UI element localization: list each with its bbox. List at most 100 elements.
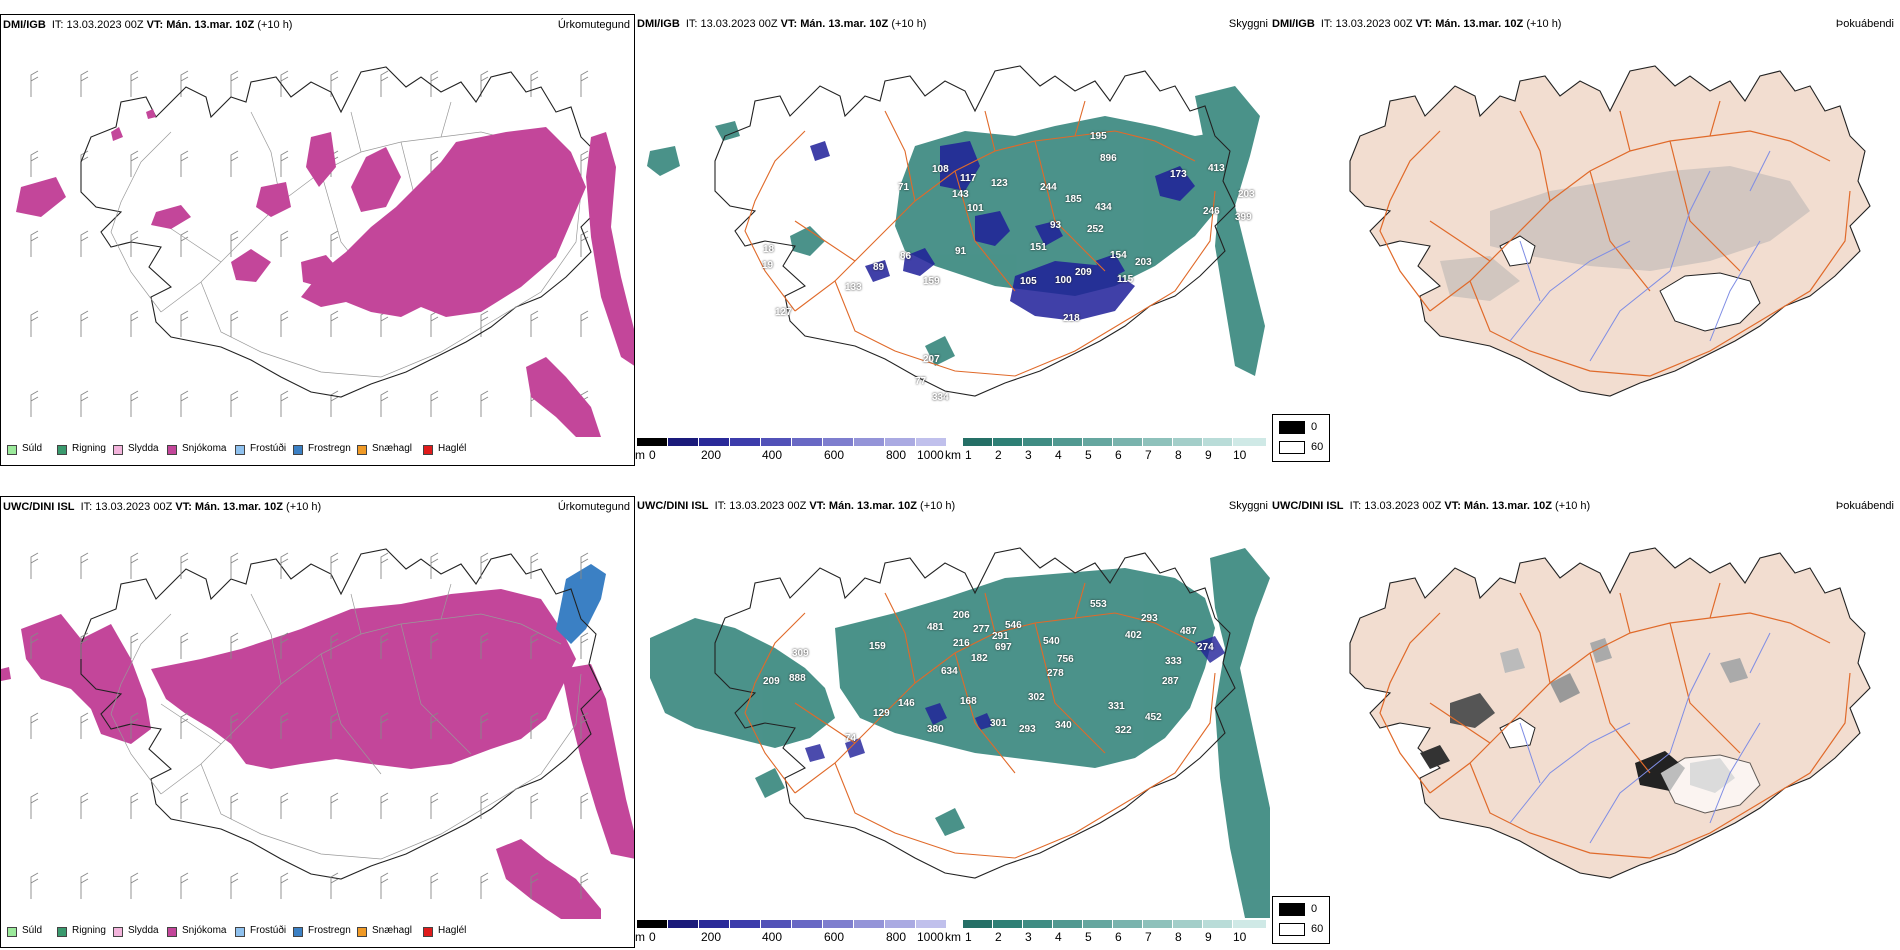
scale-label: 0 [649,448,656,462]
legend-swatch [7,445,17,455]
fog-legend-swatch [1279,923,1305,936]
snow-areas [16,109,634,437]
cloud-base-value: 487 [1180,626,1197,637]
low-visibility-areas [650,548,1270,918]
cloud-base-value: 399 [1235,212,1252,223]
cloud-base-value: 331 [1108,701,1125,712]
cloud-base-value: 203 [1135,257,1152,268]
fog-legend-label: 0 [1311,421,1318,433]
valid-time: Mán. 13.mar. 10Z [166,19,255,31]
cloud-base-value: 151 [1030,242,1047,253]
scale-segment [637,920,668,928]
visibility-scale: km 1 2 3 4 5 6 7 8 9 10 [945,438,1267,464]
legend-label: Haglél [438,443,467,454]
scale-segment [668,438,699,446]
cloud-map [650,547,1270,918]
valid-prefix: VT: [1415,18,1433,30]
fog-legend-swatch [1279,421,1305,434]
legend-label: Snjókoma [182,925,227,936]
scale-segment [1113,920,1143,928]
scale-label: 8 [1175,930,1182,944]
model-name: DMI/IGB [3,19,46,31]
fog-legend-label: 60 [1311,923,1324,935]
cloud-visibility-panel-2: UWC/DINI ISL IT: 13.03.2023 00Z VT: Mán.… [635,496,1270,948]
cloud-base-value: 334 [932,392,949,403]
cloud-base-value: 340 [1055,720,1072,731]
scale-segment [792,920,823,928]
cloud-base-value: 71 [898,182,910,193]
scale-label: 4 [1055,448,1062,462]
scale-label: 200 [701,930,722,944]
cloud-base-value: 91 [955,246,967,257]
lead-time: (+10 h) [286,501,322,513]
scale-label: 1000 [917,448,944,462]
scale-label: 0 [649,930,656,944]
run-time: IT: 13.03.2023 00Z [51,19,144,31]
scale-label: 2 [995,930,1002,944]
cloud-base-value: 146 [898,698,915,709]
cloud-base-value: 244 [1040,182,1057,193]
cloud-base-value: 143 [952,189,969,200]
scale-label: 600 [824,448,845,462]
cloud-base-value: 115 [1117,274,1134,285]
scale-segment [637,438,668,446]
low-visibility-areas [647,86,1265,376]
precip-type-panel-2: UWC/DINI ISL IT: 13.03.2023 00Z VT: Mán.… [0,496,635,948]
scale-label: 3 [1025,930,1032,944]
cloud-base-value: 154 [1110,250,1127,261]
panel-title: UWC/DINI ISL IT: 13.03.2023 00Z VT: Mán.… [3,501,321,513]
fog-legend-swatch [1279,441,1305,454]
scale-label: 3 [1025,448,1032,462]
cloud-base-value: 117 [960,173,977,184]
cloud-base-value: 206 [953,610,970,621]
legend-label: Snæhagl [372,925,413,936]
cloud-base-value: 209 [763,676,780,687]
legend-label: Haglél [438,925,467,936]
cloud-base-value: 246 [1203,206,1220,217]
scale-label: 400 [762,930,783,944]
legend-label: Slydda [128,925,159,936]
freezing-rain-areas [556,564,606,644]
scale-unit: km [945,930,961,944]
scale-segment [730,438,761,446]
fog-legend-2: 0 60 [1272,896,1330,944]
cloud-base-value: 168 [960,696,977,707]
cloud-base-value: 18 [763,244,775,255]
cloud-base-value: 697 [995,642,1012,653]
scale-segment [1113,438,1143,446]
cloud-base-value: 129 [873,708,890,719]
visibility-scale: km 1 2 3 4 5 6 7 8 9 10 [945,920,1267,946]
cloud-base-value: 207 [923,354,940,365]
scale-segment [854,920,885,928]
cloud-base-value: 252 [1087,224,1104,235]
fog-map [1349,65,1871,397]
cloud-base-value: 218 [1063,313,1080,324]
cloud-base-value: 216 [953,638,970,649]
legend-swatch [293,927,303,937]
valid-prefix: VT: [1444,500,1461,512]
cloud-base-value: 159 [869,641,886,652]
cloud-base-value: 209 [1075,267,1092,278]
scale-segment [1233,920,1267,928]
scale-unit: km [945,448,961,462]
fog-indicator-panel-1: DMI/IGB IT: 13.03.2023 00Z VT: Mán. 13.m… [1270,14,1900,466]
cloud-base-value: 185 [1065,194,1082,205]
scale-unit: m [635,930,645,944]
cloud-base-value: 402 [1125,630,1142,641]
fog-legend-1: 0 60 [1272,414,1330,462]
precip-legend: Súld Rigning Slydda Snjókoma Frostúði Fr… [5,923,630,941]
scale-label: 800 [886,930,907,944]
cloud-base-value: 434 [1095,202,1112,213]
panel-title: DMI/IGB IT: 13.03.2023 00Z VT: Mán. 13.m… [3,19,292,31]
scale-segment [963,438,993,446]
cloud-base-value: 309 [792,648,809,659]
valid-prefix: VT: [175,501,192,513]
precip-type-panel-1: DMI/IGB IT: 13.03.2023 00Z VT: Mán. 13.m… [0,14,635,466]
scale-label: 8 [1175,448,1182,462]
scale-segment [1053,920,1083,928]
legend-label: Súld [22,925,43,936]
scale-segment [823,920,854,928]
run-time: IT: 13.03.2023 00Z [80,501,173,513]
scale-segment [963,920,993,928]
scale-segment [668,920,699,928]
